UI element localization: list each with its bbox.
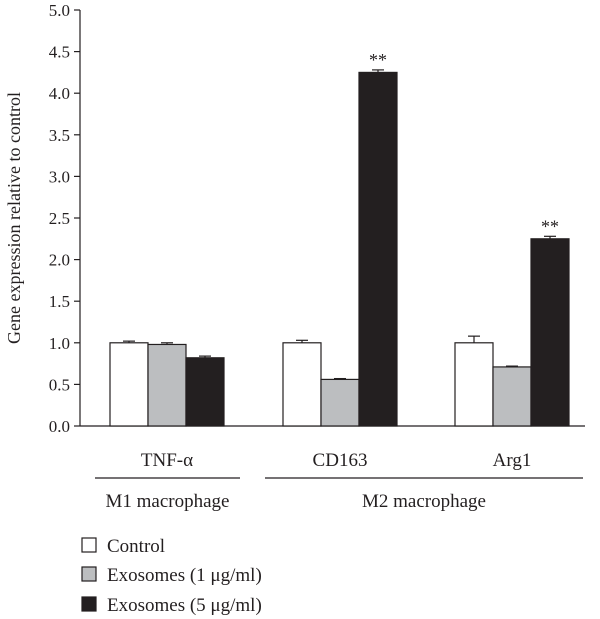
bar-series-group: ** ** — [109, 50, 570, 427]
group-label: M2 macrophage — [362, 491, 486, 512]
x-category-label: CD163 — [313, 450, 368, 471]
y-tick-label: 1.0 — [49, 334, 70, 353]
y-tick-label: 2.5 — [49, 209, 70, 228]
x-category-label: Arg1 — [493, 450, 532, 471]
y-tick-label: 1.5 — [49, 292, 70, 311]
y-tick-label: 5.0 — [49, 1, 70, 20]
y-tick-label: 0.0 — [49, 417, 70, 436]
y-axis-label: Gene expression relative to control — [4, 92, 24, 344]
group-labels: M1 macrophage M2 macrophage — [95, 477, 583, 512]
y-tick-label: 3.5 — [49, 126, 70, 145]
legend-swatch — [81, 537, 97, 553]
bar-cd163-control — [282, 342, 322, 427]
significance-annotation: ** — [369, 50, 387, 70]
legend-label: Control — [107, 536, 165, 557]
bar-tnf-exosomes-1-g-ml — [147, 343, 187, 427]
bar-tnf-control — [109, 342, 149, 427]
bar-arg1-exosomes-5-g-ml — [530, 238, 570, 427]
bar-cd163-exosomes-1-g-ml — [320, 378, 360, 427]
legend-label: Exosomes (5 μg/ml) — [107, 595, 262, 616]
legend-swatch — [81, 596, 97, 612]
y-tick-label: 4.5 — [49, 43, 70, 62]
category-labels: TNF-α CD163 Arg1 — [141, 450, 531, 471]
y-tick-label: 0.5 — [49, 375, 70, 394]
y-axis-ticks: 0.0 0.5 1.0 1.5 2.0 2.5 3.0 3.5 4.0 4.5 5.0 — [49, 1, 80, 436]
bar-arg1-exosomes-1-g-ml — [492, 366, 532, 427]
significance-annotation: ** — [541, 216, 559, 236]
bar-tnf-exosomes-5-g-ml — [185, 357, 225, 427]
legend: Control Exosomes (1 μg/ml) Exosomes (5 μg/… — [81, 536, 262, 616]
group-label: M1 macrophage — [106, 491, 230, 512]
y-tick-label: 4.0 — [49, 84, 70, 103]
bar-arg1-control — [454, 342, 494, 427]
y-tick-label: 2.0 — [49, 251, 70, 270]
x-category-label: TNF-α — [141, 450, 193, 471]
legend-label: Exosomes (1 μg/ml) — [107, 565, 262, 586]
legend-swatch — [81, 566, 97, 582]
bar-cd163-exosomes-5-g-ml — [358, 71, 398, 427]
y-tick-label: 3.0 — [49, 167, 70, 186]
